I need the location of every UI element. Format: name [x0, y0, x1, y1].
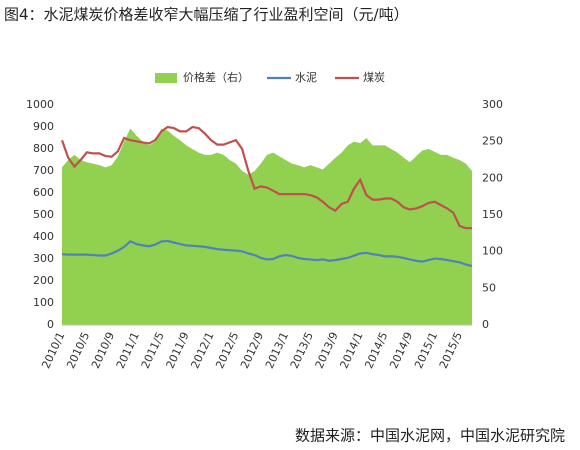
x-tick-label: 2010/1 [39, 330, 67, 371]
y2-tick-label: 50 [482, 281, 496, 294]
x-tick-label: 2013/1 [263, 330, 291, 371]
y-tick-label: 300 [33, 252, 54, 265]
y2-tick-label: 100 [482, 245, 503, 258]
y-tick-label: 700 [33, 164, 54, 177]
y2-tick-label: 150 [482, 208, 503, 221]
x-tick-label: 2014/1 [337, 330, 365, 371]
legend-label: 煤炭 [363, 71, 385, 84]
y-tick-label: 600 [33, 186, 54, 199]
x-tick-label: 2012/1 [188, 330, 216, 371]
x-tick-label: 2014/5 [362, 330, 390, 371]
y2-tick-label: 250 [482, 135, 503, 148]
y2-tick-label: 300 [482, 98, 503, 111]
y-tick-label: 1000 [26, 98, 54, 111]
x-tick-label: 2011/5 [139, 330, 167, 371]
x-tick-label: 2013/9 [313, 330, 341, 371]
y-tick-label: 0 [47, 318, 54, 331]
legend-label: 水泥 [295, 71, 317, 84]
x-tick-label: 2015/1 [412, 330, 440, 371]
y-tick-label: 100 [33, 296, 54, 309]
y-tick-label: 900 [33, 120, 54, 133]
x-tick-label: 2011/1 [114, 330, 142, 371]
x-tick-label: 2014/9 [387, 330, 415, 371]
x-tick-label: 2012/9 [238, 330, 266, 371]
line [60, 125, 472, 230]
x-tick-label: 2013/5 [288, 330, 316, 371]
source-note: 数据来源：中国水泥网，中国水泥研究院 [295, 427, 565, 445]
y-tick-label: 800 [33, 142, 54, 155]
line [61, 239, 473, 268]
y-tick-label: 200 [33, 274, 54, 287]
legend-swatch [155, 73, 177, 83]
y-tick-label: 500 [33, 208, 54, 221]
y2-tick-label: 0 [482, 318, 489, 331]
y-tick-label: 400 [33, 230, 54, 243]
x-tick-label: 2015/5 [437, 330, 465, 371]
x-tick-label: 2011/9 [164, 330, 192, 371]
y2-tick-label: 200 [482, 171, 503, 184]
x-tick-label: 2012/5 [213, 330, 241, 371]
chart-title: 图4：水泥煤炭价格差收窄大幅压缩了行业盈利空间（元/吨） [4, 6, 409, 24]
x-tick-label: 2010/9 [89, 330, 117, 371]
x-tick-label: 2010/5 [64, 330, 92, 371]
area [62, 128, 472, 325]
legend-label: 价格差（右） [183, 70, 249, 84]
